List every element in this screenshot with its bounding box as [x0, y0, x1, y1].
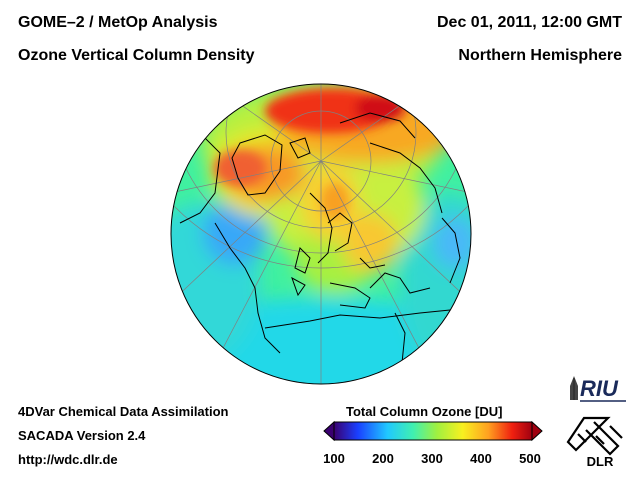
title-line-2: Ozone Vertical Column Density	[18, 47, 255, 64]
date-label: Dec 01, 2011, 12:00 GMT	[437, 14, 622, 31]
ozone-globe-map	[170, 83, 472, 385]
colorbar-title: Total Column Ozone [DU]	[346, 404, 503, 419]
title-line-1: GOME–2 / MetOp Analysis	[18, 14, 218, 31]
method-label: 4DVar Chemical Data Assimilation	[18, 404, 229, 419]
colorbar-tick-100: 100	[323, 451, 345, 466]
url-label: http://wdc.dlr.de	[18, 452, 118, 467]
riu-logo-text: RIU	[580, 376, 619, 401]
colorbar-tick-400: 400	[470, 451, 492, 466]
riu-logo: RIU	[570, 376, 626, 402]
version-label: SACADA Version 2.4	[18, 428, 146, 443]
colorbar-tick-300: 300	[421, 451, 443, 466]
colorbar-tick-500: 500	[519, 451, 541, 466]
colorbar-tick-200: 200	[372, 451, 394, 466]
colorbar	[323, 420, 543, 442]
dlr-logo-text: DLR	[587, 454, 614, 469]
region-label: Northern Hemisphere	[458, 47, 622, 64]
dlr-logo: DLR	[566, 416, 623, 469]
